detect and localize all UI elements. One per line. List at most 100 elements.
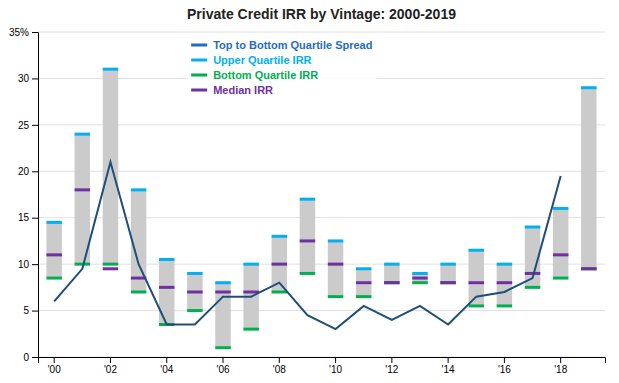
quartile-tick [356,281,371,284]
quartile-tick [46,253,61,256]
quartile-tick [272,263,287,266]
legend-item: Bottom Quartile IRR [191,69,318,81]
x-tick-label: '10 [329,364,342,375]
quartile-tick [553,207,568,210]
quartile-tick [46,221,61,224]
quartile-tick [103,68,118,71]
legend-swatch [191,44,207,47]
x-tick-mark [279,357,280,363]
quartile-tick [159,258,174,261]
x-axis: '00'02'04'06'08'10'12'14'16'18 [39,357,606,375]
x-tick-mark [448,357,449,363]
quartile-tick [215,346,230,349]
x-tick: '16 [498,357,511,375]
x-tick: '18 [554,357,567,375]
y-tick-label: 20 [18,166,30,177]
x-tick-label: '08 [273,364,286,375]
quartile-tick [328,263,343,266]
quartile-tick [103,263,118,266]
quartile-tick [497,263,512,266]
quartile-tick [75,188,90,191]
quartile-tick [440,263,455,266]
y-tick: 30 [18,73,38,84]
y-tick-label: 25 [18,120,30,131]
legend-label: Top to Bottom Quartile Spread [213,39,372,51]
x-tick-label: '06 [216,364,229,375]
x-tick: '00 [48,357,61,375]
y-tick-mark [32,311,38,312]
quartile-tick [187,309,202,312]
tick-series [46,190,596,292]
legend-label: Upper Quartile IRR [213,54,311,66]
quartile-tick [243,328,258,331]
y-tick-label: 30 [18,73,30,84]
spread-bar [187,273,202,310]
x-tick-mark [166,357,167,363]
x-tick-mark [54,357,55,363]
quartile-tick [300,239,315,242]
quartile-tick [187,272,202,275]
quartile-tick [328,239,343,242]
y-tick-label: 35% [9,27,29,38]
legend-item: Upper Quartile IRR [191,54,311,66]
quartile-tick [412,277,427,280]
grid-line [38,171,605,172]
y-tick: 20 [18,166,38,177]
plot-area: 05101520253035%'00'02'04'06'08'10'12'14'… [9,27,606,375]
legend-item: Top to Bottom Quartile Spread [191,39,372,51]
grid [38,32,605,357]
y-tick-mark [32,218,38,219]
legend-swatch [191,59,207,62]
quartile-tick [581,267,596,270]
quartile-tick [356,295,371,298]
spread-bar [328,241,343,297]
legend-swatch [191,74,207,77]
y-tick-label: 5 [23,305,29,316]
y-axis-line [32,33,39,358]
y-tick-label: 0 [23,352,29,363]
quartile-tick [497,281,512,284]
quartile-tick [272,235,287,238]
x-tick: '08 [273,357,286,375]
x-tick-label: '02 [104,364,117,375]
quartile-tick [384,263,399,266]
y-tick-label: 10 [18,259,30,270]
legend-label: Bottom Quartile IRR [213,69,318,81]
x-tick-mark [504,357,505,363]
quartile-tick [469,249,484,252]
quartile-tick [440,281,455,284]
y-tick-mark [32,171,38,172]
quartile-tick [440,281,455,284]
quartile-tick [412,272,427,275]
spread-bar [103,69,118,264]
x-tick: '06 [216,357,229,375]
spread-bar [46,222,61,278]
x-tick-label: '04 [160,364,173,375]
title: Private Credit IRR by Vintage: 2000-2019 [187,6,456,22]
x-tick-mark [391,357,392,363]
x-tick-mark [560,357,561,363]
y-tick: 10 [18,259,38,270]
y-tick-mark [32,264,38,265]
x-tick: '12 [385,357,398,375]
legend-background [187,36,376,99]
grid-line [38,310,605,311]
quartile-tick [553,277,568,280]
spread-bar [356,269,371,297]
quartile-tick [469,304,484,307]
y-tick-mark [32,32,38,33]
tick-series [46,264,596,348]
y-tick-mark [32,357,38,358]
x-tick-label: '16 [498,364,511,375]
spread-bar [553,208,568,278]
quartile-tick [300,198,315,201]
legend: Top to Bottom Quartile Spread Upper Quart… [187,36,376,99]
y-tick: 35% [9,27,38,38]
median-line [54,162,561,329]
spread-bar [440,264,455,283]
y-tick: 0 [23,352,38,363]
quartile-tick [131,291,146,294]
quartile-tick [75,133,90,136]
quartile-tick [131,188,146,191]
legend-swatch [191,89,207,92]
